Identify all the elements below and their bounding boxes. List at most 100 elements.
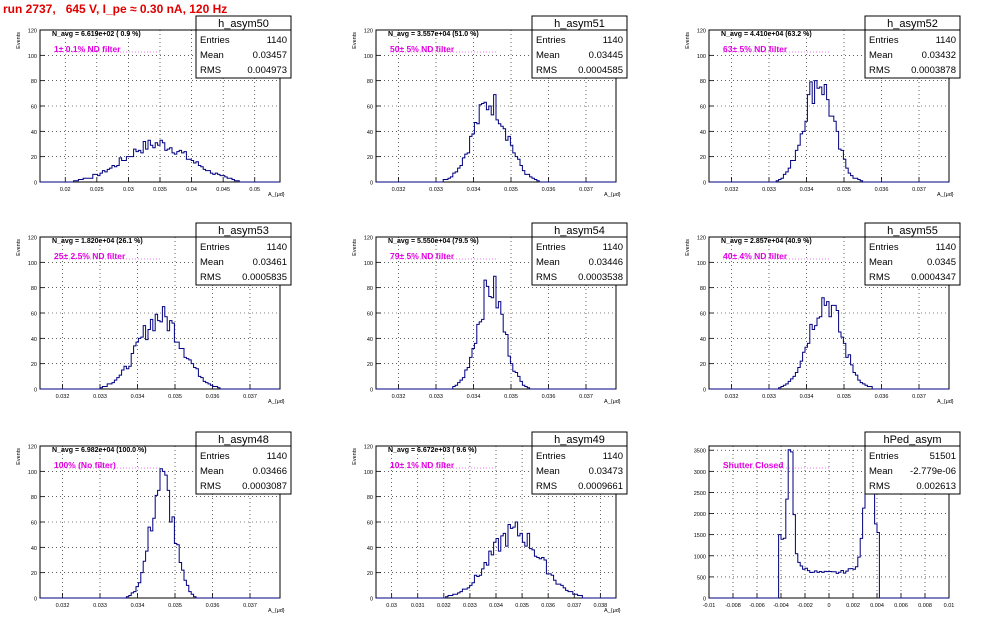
stat-value-entries: 1140 bbox=[603, 451, 623, 462]
stat-label-entries: Entries bbox=[536, 242, 566, 253]
y-tick-label: 60 bbox=[700, 105, 706, 111]
x-tick-label: 0.037 bbox=[912, 187, 926, 193]
y-tick-label: 500 bbox=[697, 575, 706, 581]
x-tick-label: 0.035 bbox=[168, 394, 182, 400]
filter-note: 25± 2.5% ND filter bbox=[54, 251, 126, 261]
stats-box: h_asym48 Entries 1140 Mean 0.03466 RMS 0.00030… bbox=[195, 431, 292, 495]
x-tick-label: 0.008 bbox=[918, 603, 932, 609]
y-tick-label: 40 bbox=[31, 130, 37, 136]
x-axis-label: A_{μd} bbox=[268, 192, 285, 198]
stat-label-mean: Mean bbox=[536, 466, 560, 477]
x-tick-label: 0.034 bbox=[489, 603, 503, 609]
x-tick-label: 0.038 bbox=[593, 603, 607, 609]
stat-label-mean: Mean bbox=[200, 50, 224, 61]
stat-label-rms: RMS bbox=[200, 272, 221, 283]
y-tick-label: 20 bbox=[367, 155, 373, 161]
stat-value-mean: -2.779e-06 bbox=[910, 466, 956, 477]
stat-label-mean: Mean bbox=[200, 257, 224, 268]
stat-value-rms: 0.004973 bbox=[247, 65, 287, 76]
stat-value-rms: 0.0004585 bbox=[578, 65, 623, 76]
y-tick-label: 0 bbox=[34, 597, 37, 603]
x-tick-label: 0.034 bbox=[800, 394, 814, 400]
x-tick-label: 0.05 bbox=[249, 187, 260, 193]
histogram-bars bbox=[376, 275, 616, 390]
stat-value-entries: 1140 bbox=[936, 35, 956, 46]
y-tick-label: 120 bbox=[697, 236, 706, 242]
y-tick-label: 120 bbox=[28, 29, 37, 35]
stat-value-rms: 0.0005835 bbox=[242, 272, 287, 283]
y-tick-label: 40 bbox=[367, 546, 373, 552]
histogram-bars bbox=[40, 468, 280, 599]
histogram-name: h_asym53 bbox=[218, 225, 269, 237]
histogram-bars bbox=[40, 139, 280, 183]
x-tick-label: 0.006 bbox=[894, 603, 908, 609]
x-tick-label: -0.002 bbox=[797, 603, 813, 609]
stat-label-entries: Entries bbox=[536, 451, 566, 462]
y-tick-label: 60 bbox=[700, 312, 706, 318]
x-axis-label: A_{μd} bbox=[268, 608, 285, 614]
x-tick-label: -0.01 bbox=[703, 603, 716, 609]
y-axis-label: Events bbox=[16, 448, 22, 465]
histogram-name: h_asym48 bbox=[218, 434, 269, 446]
y-tick-label: 40 bbox=[700, 130, 706, 136]
x-tick-label: 0.002 bbox=[846, 603, 860, 609]
x-tick-label: 0.034 bbox=[467, 394, 481, 400]
histogram-bars bbox=[376, 94, 616, 183]
stats-box: h_asym55 Entries 1140 Mean 0.0345 RMS 0.000434… bbox=[864, 222, 961, 286]
histogram-name: hPed_asym bbox=[883, 434, 941, 446]
x-tick-label: 0.032 bbox=[725, 187, 739, 193]
stat-label-rms: RMS bbox=[869, 272, 890, 283]
y-axis-label: Events bbox=[352, 239, 358, 256]
x-tick-label: 0.035 bbox=[837, 394, 851, 400]
histogram-name: h_asym54 bbox=[554, 225, 605, 237]
x-tick-label: 0.035 bbox=[168, 603, 182, 609]
stat-value-entries: 1140 bbox=[267, 242, 287, 253]
navg-label: N_avg = 6.982e+04 (100.0 %) bbox=[52, 447, 147, 454]
stat-value-mean: 0.03457 bbox=[253, 50, 287, 61]
x-tick-label: 0.037 bbox=[567, 603, 581, 609]
stats-box-frame bbox=[864, 431, 961, 495]
stat-value-entries: 1140 bbox=[603, 242, 623, 253]
x-tick-label: 0.035 bbox=[515, 603, 529, 609]
y-tick-label: 100 bbox=[364, 470, 373, 476]
stat-value-rms: 0.002613 bbox=[916, 481, 956, 492]
stats-box-frame bbox=[864, 222, 961, 286]
y-tick-label: 20 bbox=[31, 155, 37, 161]
navg-label: N_avg = 6.672e+03 ( 9.6 %) bbox=[388, 447, 477, 454]
stat-value-entries: 1140 bbox=[603, 35, 623, 46]
histogram-bars bbox=[709, 80, 949, 183]
stats-box: h_asym50 Entries 1140 Mean 0.03457 RMS 0.00497… bbox=[195, 15, 292, 79]
stat-value-entries: 1140 bbox=[267, 451, 287, 462]
y-tick-label: 0 bbox=[370, 388, 373, 394]
y-tick-label: 3000 bbox=[694, 470, 706, 476]
y-tick-label: 0 bbox=[370, 181, 373, 187]
y-tick-label: 80 bbox=[700, 286, 706, 292]
stat-label-rms: RMS bbox=[536, 65, 557, 76]
x-axis-label: A_{μd} bbox=[604, 399, 621, 405]
histogram-panel-h_asym54: 0 20 40 60 80 100 120 0.032 0.033 0.034 0.035 0.036… bbox=[352, 222, 628, 405]
x-tick-label: 0.036 bbox=[206, 603, 220, 609]
y-tick-label: 80 bbox=[367, 495, 373, 501]
stat-value-entries: 1140 bbox=[936, 242, 956, 253]
y-tick-label: 80 bbox=[700, 79, 706, 85]
y-tick-label: 60 bbox=[367, 105, 373, 111]
stats-box-frame bbox=[195, 15, 292, 79]
stats-box-frame bbox=[531, 15, 628, 79]
stat-value-mean: 0.03432 bbox=[922, 50, 956, 61]
stat-value-mean: 0.03446 bbox=[589, 257, 623, 268]
histogram-panel-h_asym55: 0 20 40 60 80 100 120 0.032 0.033 0.034 0.035 0.036… bbox=[685, 222, 961, 405]
y-tick-label: 100 bbox=[28, 261, 37, 267]
stats-box: h_asym49 Entries 1140 Mean 0.03473 RMS 0.00096… bbox=[531, 431, 628, 495]
x-tick-label: 0.033 bbox=[93, 394, 107, 400]
x-tick-label: 0.035 bbox=[504, 187, 518, 193]
histogram-bars bbox=[376, 521, 616, 599]
y-tick-label: 20 bbox=[700, 155, 706, 161]
y-tick-label: 0 bbox=[703, 388, 706, 394]
x-tick-label: 0.036 bbox=[541, 603, 555, 609]
y-tick-label: 80 bbox=[367, 79, 373, 85]
stat-value-mean: 0.03473 bbox=[589, 466, 623, 477]
histogram-bars bbox=[40, 306, 280, 390]
x-tick-label: 0.033 bbox=[429, 187, 443, 193]
navg-label: N_avg = 2.857e+04 (40.9 %) bbox=[721, 238, 812, 245]
filter-note: 79± 5% ND filter bbox=[390, 251, 455, 261]
